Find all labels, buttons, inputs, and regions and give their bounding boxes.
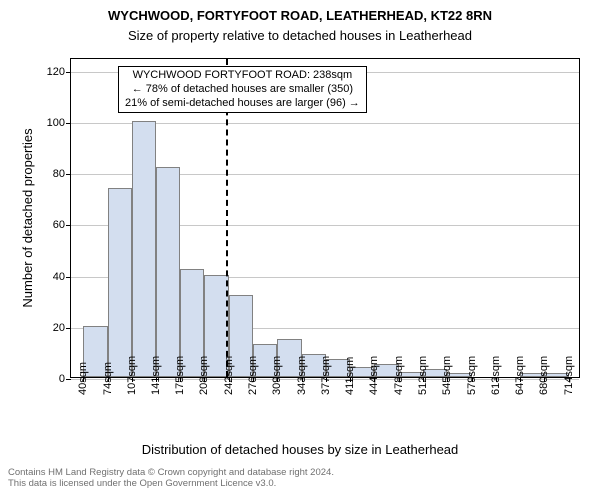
ytick-label: 0: [59, 373, 71, 385]
ytick-label: 120: [47, 66, 71, 78]
histogram-bar: [108, 188, 132, 377]
ytick-label: 20: [53, 322, 71, 334]
annotation-line-1: WYCHWOOD FORTYFOOT ROAD: 238sqm: [125, 69, 360, 83]
annotation-line-3: 21% of semi-detached houses are larger (…: [125, 97, 360, 111]
histogram-bar: [156, 167, 180, 377]
footer: Contains HM Land Registry data © Crown c…: [0, 467, 600, 489]
figure: WYCHWOOD, FORTYFOOT ROAD, LEATHERHEAD, K…: [0, 0, 600, 500]
annotation-box: WYCHWOOD FORTYFOOT ROAD: 238sqm ← 78% of…: [118, 66, 367, 113]
title-line-2: Size of property relative to detached ho…: [0, 28, 600, 43]
footer-line-2: This data is licensed under the Open Gov…: [8, 478, 600, 489]
title-line-1: WYCHWOOD, FORTYFOOT ROAD, LEATHERHEAD, K…: [0, 8, 600, 23]
footer-line-1: Contains HM Land Registry data © Crown c…: [8, 467, 600, 478]
y-axis-label: Number of detached properties: [20, 58, 35, 378]
ytick-label: 80: [53, 168, 71, 180]
ytick-label: 40: [53, 271, 71, 283]
annotation-line-2: ← 78% of detached houses are smaller (35…: [125, 83, 360, 97]
ytick-label: 100: [47, 117, 71, 129]
histogram-bar: [132, 121, 156, 377]
x-axis-label: Distribution of detached houses by size …: [0, 442, 600, 457]
ytick-label: 60: [53, 219, 71, 231]
